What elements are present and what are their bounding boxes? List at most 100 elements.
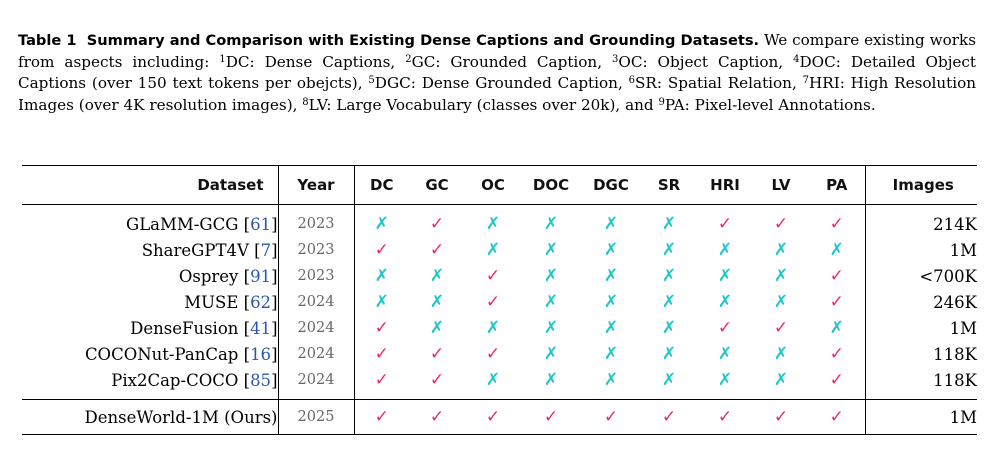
year-cell: 2024: [278, 341, 355, 367]
check-icon: ✓: [661, 407, 677, 427]
year-cell: 2024: [278, 367, 355, 400]
cross-icon: ✗: [374, 266, 389, 286]
table-row: Osprey [91] 2023 ✗ ✗ ✓ ✗ ✗ ✗ ✗ ✗ ✓ <700K: [22, 263, 977, 289]
check-icon: ✓: [374, 318, 389, 338]
caption-item-text: GC: Grounded Caption,: [411, 52, 603, 71]
header-year: Year: [278, 165, 355, 205]
cross-icon: ✗: [829, 240, 844, 260]
caption-item-number: 2: [405, 53, 412, 65]
dataset-name: Pix2Cap-COCO [85]: [22, 367, 279, 400]
check-icon: ✓: [374, 240, 389, 260]
check-icon: ✓: [485, 266, 501, 286]
table-row: GLaMM-GCG [61] 2023 ✗ ✓ ✗ ✗ ✗ ✗ ✓ ✓ ✓ 214K: [22, 204, 977, 237]
cross-icon: ✗: [603, 266, 619, 286]
check-icon: ✓: [429, 240, 445, 260]
cross-icon: ✗: [773, 240, 789, 260]
cross-icon: ✗: [603, 214, 619, 234]
header-images: Images: [864, 165, 977, 205]
caption-item: 6SR: Spatial Relation,: [629, 74, 797, 92]
check-icon: ✓: [429, 407, 445, 427]
images-count: 1M: [864, 237, 977, 263]
check-icon: ✓: [829, 370, 844, 390]
cross-icon: ✗: [773, 370, 789, 390]
citation-ref: 16: [250, 344, 272, 364]
table-row: DenseWorld-1M (Ours) 2025 ✓ ✓ ✓ ✓ ✓ ✓ ✓ ✓ ✓ 1M: [22, 399, 977, 435]
cross-icon: ✗: [661, 240, 677, 260]
caption-item: 4DOC: Detailed Object Captions (over 150…: [18, 53, 976, 93]
caption-item-text: LV: Large Vocabulary (classes over 20k),…: [308, 95, 654, 114]
check-icon: ✓: [543, 407, 559, 427]
cross-icon: ✗: [543, 344, 559, 364]
year-cell: 2024: [278, 289, 355, 315]
check-icon: ✓: [374, 370, 389, 390]
comparison-table: Dataset Year DC GC OC DOC DGC SR HRI LV …: [22, 165, 977, 435]
check-icon: ✓: [717, 214, 733, 234]
caption-item-text: HRI: High Resolution Images (over 4K res…: [18, 74, 977, 114]
images-count: 246K: [864, 289, 977, 315]
dataset-label: Osprey: [178, 266, 239, 286]
header-hri: HRI: [710, 176, 740, 194]
header-gc: GC: [425, 176, 449, 194]
cross-icon: ✗: [485, 214, 501, 234]
images-count: 118K: [864, 367, 977, 400]
year-cell: 2025: [278, 399, 355, 435]
caption-item: 5DGC: Dense Grounded Caption,: [368, 74, 622, 92]
check-icon: ✓: [773, 407, 789, 427]
cross-icon: ✗: [603, 240, 619, 260]
images-count: 214K: [864, 204, 977, 237]
check-icon: ✓: [773, 318, 789, 338]
dataset-label: DenseFusion: [130, 318, 239, 338]
cross-icon: ✗: [717, 344, 733, 364]
caption-intro: We compare existing works from aspects i…: [18, 31, 976, 71]
check-icon: ✓: [717, 407, 733, 427]
citation-ref: 41: [250, 318, 272, 338]
table-row: Pix2Cap-COCO [85] 2024 ✓ ✓ ✗ ✗ ✗ ✗ ✗ ✗ ✓ 118K: [22, 367, 977, 400]
cross-icon: ✗: [717, 292, 733, 312]
cross-icon: ✗: [717, 266, 733, 286]
cross-icon: ✗: [374, 292, 389, 312]
check-icon: ✓: [829, 344, 844, 364]
check-icon: ✓: [603, 407, 619, 427]
cross-icon: ✗: [374, 214, 389, 234]
images-count: 118K: [864, 341, 977, 367]
check-icon: ✓: [829, 407, 844, 427]
cross-icon: ✗: [717, 240, 733, 260]
check-icon: ✓: [485, 292, 501, 312]
cross-icon: ✗: [773, 266, 789, 286]
table-row: DenseFusion [41] 2024 ✓ ✗ ✗ ✗ ✗ ✗ ✓ ✓ ✗ 1M: [22, 315, 977, 341]
caption-item-text: DGC: Dense Grounded Caption,: [374, 74, 623, 92]
caption-item-text: OC: Object Caption,: [618, 52, 784, 71]
cross-icon: ✗: [543, 318, 559, 338]
cross-icon: ✗: [661, 292, 677, 312]
dataset-label: DenseWorld-1M (Ours): [84, 407, 278, 427]
cross-icon: ✗: [429, 318, 445, 338]
cross-icon: ✗: [661, 214, 677, 234]
cross-icon: ✗: [603, 370, 619, 390]
caption-item: 8LV: Large Vocabulary (classes over 20k)…: [302, 96, 653, 114]
header-oc: OC: [481, 176, 505, 194]
check-icon: ✓: [485, 407, 501, 427]
cross-icon: ✗: [543, 292, 559, 312]
caption-item-number: 8: [302, 96, 309, 108]
dataset-label: COCONut-PanCap: [84, 344, 239, 364]
images-count: <700K: [864, 263, 977, 289]
cross-icon: ✗: [603, 344, 619, 364]
caption-item-number: 9: [658, 96, 665, 108]
check-icon: ✓: [429, 344, 445, 364]
header-dgc: DGC: [593, 176, 629, 194]
cross-icon: ✗: [429, 266, 445, 286]
header-pa: PA: [826, 176, 848, 194]
dataset-label: MUSE: [184, 292, 239, 312]
dataset-name: Osprey [91]: [22, 263, 279, 289]
citation-ref: 61: [250, 214, 272, 234]
year-cell: 2023: [278, 263, 355, 289]
caption-item-number: 5: [368, 75, 375, 86]
citation-ref: 91: [250, 266, 272, 286]
check-icon: ✓: [773, 214, 789, 234]
cross-icon: ✗: [429, 292, 445, 312]
check-icon: ✓: [485, 344, 501, 364]
cross-icon: ✗: [543, 214, 559, 234]
dataset-label: Pix2Cap-COCO: [111, 370, 239, 390]
check-icon: ✓: [829, 266, 844, 286]
cross-icon: ✗: [603, 318, 619, 338]
